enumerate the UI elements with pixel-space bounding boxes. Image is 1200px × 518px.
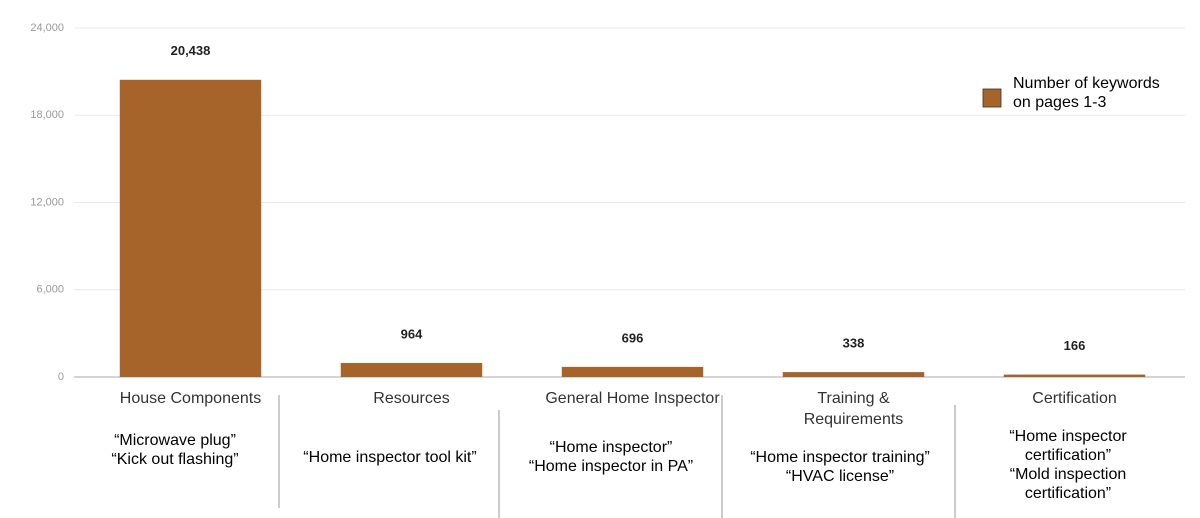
annotation: “Home inspector training” “HVAC license” xyxy=(750,449,930,485)
bar xyxy=(340,362,483,377)
annotation: “Microwave plug” “Kick out flashing” xyxy=(111,432,239,468)
value-label: 338 xyxy=(843,336,865,351)
bar xyxy=(1003,374,1146,377)
legend-label: Number of keywords on pages 1-3 xyxy=(1013,75,1160,111)
y-tick-label: 12,000 xyxy=(30,196,64,208)
y-tick-label: 18,000 xyxy=(30,109,64,121)
y-tick-label: 24,000 xyxy=(30,22,64,34)
x-tick-label: Training & Requirements xyxy=(803,390,904,428)
bar xyxy=(782,372,925,377)
y-tick-label: 6,000 xyxy=(36,284,64,296)
annotation: “Home inspector tool kit” xyxy=(303,449,477,466)
value-label: 166 xyxy=(1064,338,1086,353)
value-label: 696 xyxy=(622,330,644,345)
x-tick-label: General Home Inspector xyxy=(545,390,720,407)
y-tick-label: 0 xyxy=(58,371,64,383)
x-tick-label: Certification xyxy=(1032,390,1117,407)
annotation: “Home inspector certification” “Mold ins… xyxy=(1009,428,1127,502)
value-label: 20,438 xyxy=(171,43,211,58)
legend-swatch xyxy=(982,88,1002,108)
bar xyxy=(561,366,704,377)
x-tick-label: Resources xyxy=(373,390,450,407)
x-tick-label: House Components xyxy=(119,390,262,407)
bar xyxy=(119,79,262,377)
annotation: “Home inspector” “Home inspector in PA” xyxy=(528,439,694,475)
value-label: 964 xyxy=(401,326,423,341)
